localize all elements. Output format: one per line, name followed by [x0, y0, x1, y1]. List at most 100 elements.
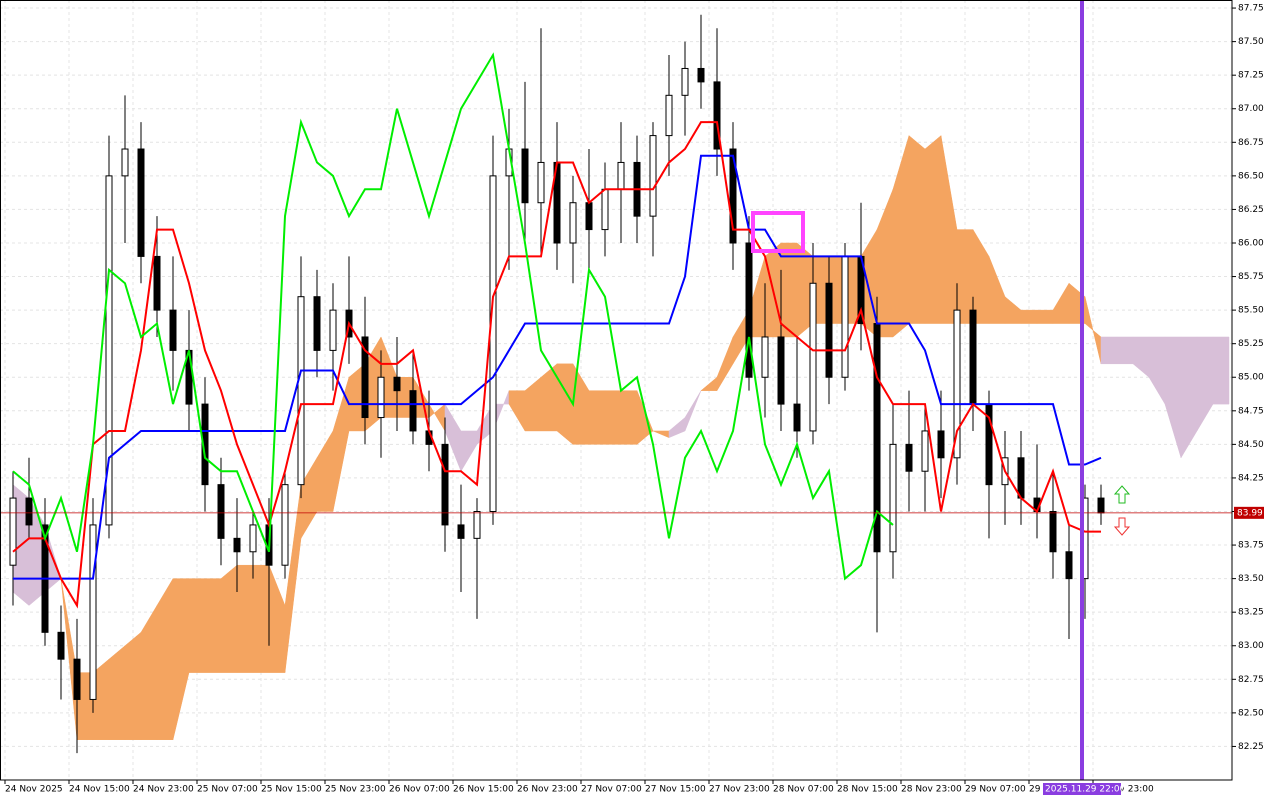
candle-body [153, 255, 161, 311]
candle-body [905, 443, 913, 472]
candle-body [489, 175, 497, 512]
cloud-segment [1212, 336, 1230, 405]
candle-body [313, 296, 321, 351]
cloud-segment [604, 390, 622, 445]
candle-body [649, 135, 657, 217]
candle-body [121, 148, 129, 177]
candle-body [665, 94, 673, 137]
cloud-segment [956, 229, 974, 324]
candle-body [617, 161, 625, 190]
cloud-segment [188, 578, 206, 673]
candle-body [393, 376, 401, 392]
y-tick-label: 83.25 [1238, 608, 1264, 618]
indicator-line [12, 121, 1101, 609]
x-tick-label: 28 Nov 07:00 [773, 785, 834, 795]
cursor-label: 2025.11.29 22:00 [1045, 785, 1126, 795]
cloud-segment [620, 390, 638, 445]
y-tick-label: 82.25 [1238, 742, 1264, 752]
x-tick-label: 24 Nov 23:00 [133, 785, 194, 795]
y-tick-label: 86.75 [1238, 138, 1264, 148]
candle-body [457, 524, 465, 539]
candle-body [569, 202, 577, 244]
cloud-segment [108, 645, 126, 740]
candle-body [537, 161, 545, 204]
candle-body [169, 309, 177, 351]
y-tick-label: 84.50 [1238, 440, 1264, 450]
candle-body [57, 631, 65, 660]
cloud-segment [684, 390, 702, 432]
x-tick-label: 24 Nov 15:00 [69, 785, 130, 795]
cloud-segment [1116, 336, 1134, 365]
cloud-segment [908, 135, 926, 324]
candle-body [697, 67, 705, 83]
y-tick-label: 86.00 [1238, 238, 1264, 248]
y-tick-label: 86.50 [1238, 171, 1264, 181]
candle-body [729, 148, 737, 244]
candle-body [217, 484, 225, 539]
x-tick-label: 27 Nov 23:00 [709, 785, 770, 795]
candle-body [793, 403, 801, 432]
x-tick-label: 28 Nov 15:00 [837, 785, 898, 795]
x-tick-label: 27 Nov 07:00 [581, 785, 642, 795]
candle-body [25, 497, 33, 526]
cloud-segment [1036, 309, 1054, 324]
candle-body [953, 309, 961, 459]
candle-body [377, 376, 385, 419]
y-tick-label: 86.25 [1238, 205, 1264, 215]
candle-body [1097, 497, 1105, 514]
cloud-segment [252, 564, 270, 673]
candle-body [361, 336, 369, 419]
x-tick-label: 24 Nov 2025 [5, 785, 63, 795]
plot-frame [0, 0, 1233, 781]
cursor-label-bg [1043, 783, 1121, 795]
candle-body [921, 430, 929, 472]
candle-body [745, 242, 753, 378]
candle-body [281, 484, 289, 566]
candle-body [521, 148, 529, 204]
candle-body [777, 336, 785, 405]
candle-body [233, 537, 241, 553]
candle-body [9, 497, 17, 566]
cloud-segment [924, 135, 942, 324]
cloud-segment [1100, 336, 1118, 365]
candle-body [1017, 457, 1025, 499]
candle-body [585, 202, 593, 231]
cloud-segment [204, 578, 222, 673]
x-tick-label: 26 Nov 15:00 [453, 785, 514, 795]
y-tick-label: 83.75 [1238, 541, 1264, 551]
candle-body [761, 336, 769, 378]
up-arrow [1113, 485, 1131, 504]
candle-body [409, 390, 417, 432]
candle-body [297, 296, 305, 486]
x-tick-label: 25 Nov 23:00 [325, 785, 386, 795]
y-tick-label: 85.50 [1238, 306, 1264, 316]
y-tick-label: 84.75 [1238, 406, 1264, 416]
x-tick-label: 29 Nov 23:00 [1093, 785, 1154, 795]
candle-body [1049, 510, 1057, 553]
x-tick-label: 27 Nov 15:00 [645, 785, 706, 795]
candle-body [889, 443, 897, 553]
candle-body [441, 443, 449, 526]
y-tick-label: 87.75 [1238, 4, 1264, 14]
y-tick-label: 85.00 [1238, 373, 1264, 383]
cloud-segment [156, 577, 174, 740]
candle-body [969, 309, 977, 405]
y-tick-label: 83.00 [1238, 641, 1264, 651]
y-tick-label: 84.25 [1238, 473, 1264, 483]
cloud-segment [588, 390, 606, 445]
indicator-line [12, 52, 894, 581]
candle-body [681, 67, 689, 96]
down-arrow [1113, 517, 1131, 536]
y-tick-label: 85.25 [1238, 339, 1264, 349]
y-tick-label: 87.50 [1238, 37, 1264, 47]
price-label-bg [1234, 506, 1264, 519]
candle-body [841, 255, 849, 378]
y-tick-label: 82.75 [1238, 675, 1264, 685]
x-tick-label: 29 Nov 07:00 [965, 785, 1026, 795]
candle-body [825, 282, 833, 378]
cloud-segment [220, 564, 238, 673]
x-tick-label: 26 Nov 23:00 [517, 785, 578, 795]
candle-body [473, 510, 481, 539]
candle-body [73, 658, 81, 700]
candle-body [601, 188, 609, 231]
